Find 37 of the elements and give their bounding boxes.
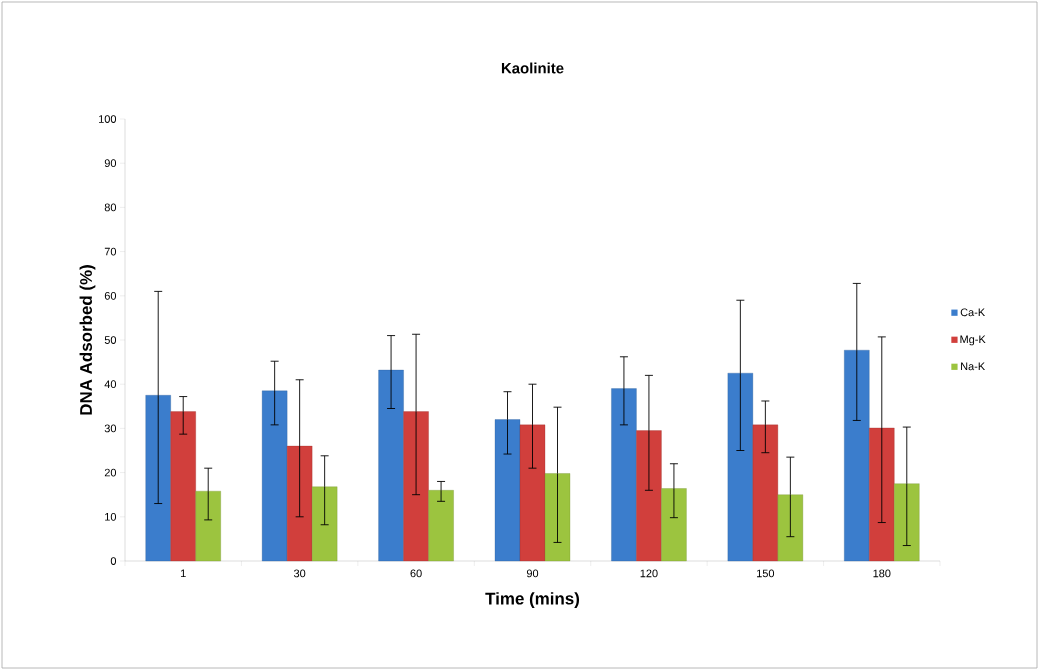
x-tick-label: 1	[180, 569, 186, 578]
bar	[727, 373, 754, 562]
bar	[661, 488, 687, 562]
y-tick-label: 0	[110, 557, 117, 565]
y-tick-label: 10	[105, 512, 117, 521]
y-tick-label: 20	[104, 468, 117, 477]
y-axis-title: DNA Adsorbed (%)	[79, 265, 96, 415]
legend-label: Mg-K	[960, 335, 986, 346]
y-tick-label: 60	[104, 291, 117, 300]
y-tick-label: 100	[99, 115, 117, 123]
x-tick-label: 60	[410, 569, 422, 578]
legend-label: Na-K	[961, 362, 986, 371]
chart-title: Kaolinite	[501, 62, 564, 74]
bar	[261, 390, 288, 562]
y-tick-label: 90	[104, 159, 117, 168]
bar	[494, 419, 521, 562]
y-tick-label: 50	[104, 336, 117, 344]
bar	[611, 388, 637, 562]
x-tick-label: 90	[526, 569, 539, 578]
bar	[195, 491, 221, 562]
bar	[378, 369, 404, 562]
x-tick-label: 120	[640, 569, 658, 578]
y-tick-label: 40	[104, 380, 117, 389]
x-tick-label: 30	[293, 569, 306, 578]
bar	[519, 424, 546, 562]
y-tick-label: 30	[104, 424, 117, 433]
legend-label: Ca-K	[960, 308, 986, 317]
bar	[752, 424, 779, 562]
bar	[428, 490, 454, 562]
x-tick-label: 150	[757, 569, 775, 578]
bar	[844, 350, 870, 562]
x-tick-label: 180	[873, 569, 891, 578]
y-tick-label: 80	[104, 203, 117, 212]
bar	[636, 430, 662, 562]
x-axis-title: Time (mins)	[485, 592, 580, 608]
bar	[170, 411, 196, 562]
y-tick-label: 70	[104, 247, 117, 256]
